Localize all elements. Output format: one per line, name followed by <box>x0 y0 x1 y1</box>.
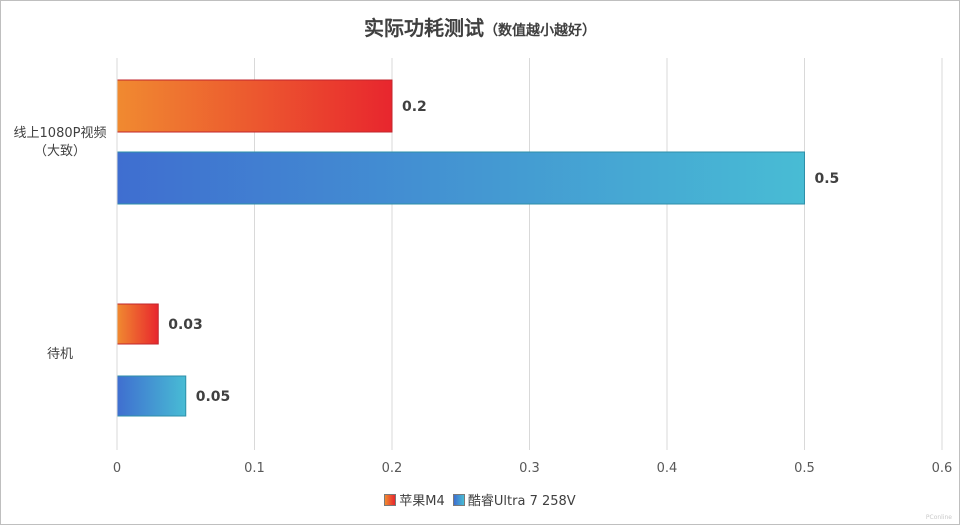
chart-subtitle: （数值越小越好） <box>484 23 596 39</box>
bar-1-series-2 <box>116 151 805 205</box>
bar-2-series-1 <box>116 303 159 345</box>
bar-2-series-2 <box>116 375 187 417</box>
category-label-1-line-2: （大致） <box>34 144 86 159</box>
legend-label-series-2: 酷睿Ultra 7 258V <box>467 494 576 509</box>
legend: 苹果M4 酷睿Ultra 7 258V <box>0 490 960 510</box>
category-label-1-line-1: 线上1080P视频 <box>14 126 107 141</box>
legend-label-series-1: 苹果M4 <box>399 494 445 509</box>
legend-item-series-2: 酷睿Ultra 7 258V <box>452 490 576 509</box>
bar-1-series-1 <box>116 79 393 133</box>
x-tick-label-0.6: 0.6 <box>932 461 953 476</box>
x-tick-label-0.4: 0.4 <box>657 461 678 476</box>
data-label-2-series-2: 0.05 <box>196 389 231 405</box>
data-label-2-series-1: 0.03 <box>168 317 203 333</box>
x-tick-label-0.1: 0.1 <box>244 461 265 476</box>
x-tick-label-0.3: 0.3 <box>519 461 540 476</box>
x-tick-label-0.5: 0.5 <box>794 461 815 476</box>
legend-swatch-series-2 <box>452 493 465 506</box>
data-label-1-series-1: 0.2 <box>402 99 427 115</box>
legend-item-series-1: 苹果M4 <box>384 490 445 509</box>
watermark: PConline <box>925 514 952 521</box>
category-label-2-line-1: 待机 <box>47 347 73 362</box>
data-label-1-series-2: 0.5 <box>815 171 840 187</box>
chart-title-main: 实际功耗测试 <box>364 16 484 40</box>
legend-swatch-series-1 <box>384 493 397 506</box>
chart-title: 实际功耗测试（数值越小越好） <box>0 12 960 41</box>
x-tick-label-0.2: 0.2 <box>382 461 403 476</box>
x-tick-label-0: 0 <box>113 461 121 476</box>
